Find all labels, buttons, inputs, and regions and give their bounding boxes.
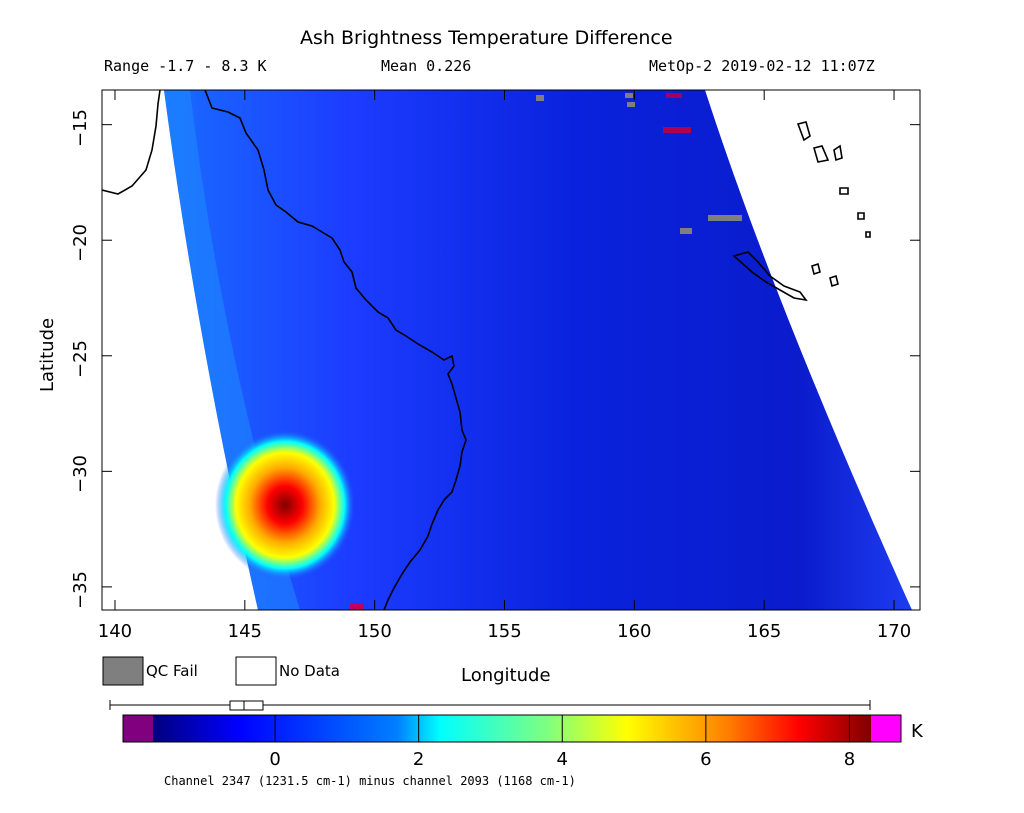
x-tick-label: 165 — [747, 621, 782, 642]
colorbar-caption: Channel 2347 (1231.5 cm-1) minus channel… — [164, 774, 576, 788]
swath-light-edge — [164, 90, 300, 610]
colorbar-frame — [122, 714, 902, 743]
map-title: Ash Brightness Temperature Difference — [300, 27, 673, 49]
y-tick-label: −20 — [70, 224, 91, 263]
new-caledonia-coastline — [732, 251, 808, 302]
colorbar-gradient — [153, 715, 871, 742]
x-tick-label: 140 — [97, 621, 133, 642]
vanuatu-island — [796, 121, 811, 142]
vanuatu-island — [813, 145, 830, 163]
qc-fail-label: QC Fail — [146, 662, 198, 680]
qc-fail-pixel — [708, 215, 742, 221]
colorbar-ticks — [274, 715, 850, 742]
colorbar-unit: K — [911, 721, 923, 742]
colorbar-under — [123, 715, 153, 742]
y-tick-label: −35 — [70, 570, 91, 609]
hot-pixel — [666, 93, 682, 98]
x-tick-label: 145 — [227, 621, 262, 642]
y-tick-label: −15 — [70, 108, 91, 147]
qc-fail-swatch — [102, 656, 144, 686]
vanuatu-island — [857, 212, 865, 220]
colorbar-tick-label: 2 — [412, 749, 425, 770]
hot-pixel — [663, 127, 691, 133]
coastlines — [102, 90, 871, 610]
loyalty-island — [829, 274, 839, 288]
no-data-label: No Data — [279, 662, 340, 680]
x-tick-label: 170 — [876, 621, 912, 642]
vanuatu-island — [833, 144, 843, 162]
colorbar-tick-label: 0 — [269, 749, 281, 770]
qc-fail-pixel — [625, 93, 633, 98]
satellite-time-text: MetOp-2 2019-02-12 11:07Z — [649, 57, 875, 75]
ash-plume — [215, 430, 355, 580]
colorbar-tick-label: 8 — [843, 749, 856, 770]
loyalty-island — [811, 262, 821, 276]
swath-data — [164, 90, 912, 610]
x-axis-label: Longitude — [461, 665, 551, 686]
australia-coastline — [204, 90, 467, 610]
axis-ticks — [102, 90, 920, 610]
x-tick-label: 155 — [487, 621, 522, 642]
colorbar-tick-label: 4 — [556, 749, 568, 770]
mean-text: Mean 0.226 — [381, 57, 472, 75]
y-tick-label: −25 — [70, 339, 91, 378]
colorbar-tick-label: 6 — [700, 749, 712, 770]
qc-fail-pixel — [627, 102, 635, 107]
y-axis-label: Latitude — [37, 317, 58, 392]
papua-coastline — [102, 90, 161, 195]
qc-fail-pixel — [680, 228, 692, 234]
range-text: Range -1.7 - 8.3 K — [104, 57, 267, 75]
colorbar-over — [871, 715, 901, 742]
plot-frame — [101, 89, 921, 611]
no-data-swatch — [235, 656, 277, 686]
hot-pixel — [350, 603, 364, 610]
colorbar-range-indicator — [109, 700, 871, 711]
x-tick-label: 160 — [617, 621, 652, 642]
qc-fail-pixel — [536, 95, 544, 101]
vanuatu-island — [839, 187, 849, 195]
y-tick-label: −30 — [70, 455, 91, 494]
vanuatu-island — [865, 231, 871, 238]
x-tick-label: 150 — [357, 621, 392, 642]
